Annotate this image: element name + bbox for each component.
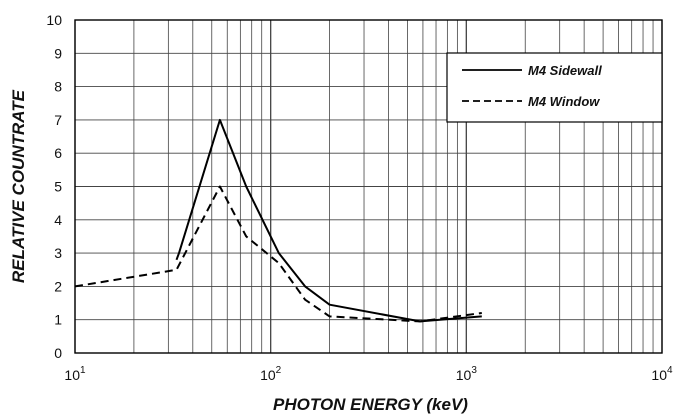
y-axis-title: RELATIVE COUNTRATE [9, 89, 28, 283]
x-tick-labels: 101 102 103 104 [64, 365, 673, 383]
legend-box [446, 52, 663, 123]
y-tick-label: 5 [54, 179, 62, 195]
x-tick-label: 102 [260, 365, 282, 383]
y-tick-label: 8 [54, 79, 62, 95]
y-tick-label: 9 [54, 45, 62, 61]
x-tick-label: 104 [651, 365, 673, 383]
y-tick-label: 2 [54, 278, 62, 294]
x-tick-exponent: 3 [471, 365, 477, 376]
legend-label-sidewall: M4 Sidewall [528, 63, 602, 78]
x-tick-exponent: 2 [276, 365, 282, 376]
x-tick-label: 103 [456, 365, 478, 383]
x-tick-label: 101 [64, 365, 86, 383]
x-tick-base: 10 [64, 367, 80, 383]
y-tick-label: 7 [54, 112, 62, 128]
y-tick-label: 1 [54, 312, 62, 328]
y-tick-label: 10 [46, 12, 62, 28]
legend: M4 Sidewall M4 Window [446, 52, 663, 123]
series-line-window [74, 185, 482, 323]
x-tick-base: 10 [456, 367, 472, 383]
x-tick-exponent: 1 [80, 365, 86, 376]
y-tick-label: 6 [54, 145, 62, 161]
series-line-sidewall [175, 118, 482, 323]
y-tick-label: 3 [54, 245, 62, 261]
x-tick-base: 10 [260, 367, 276, 383]
y-tick-label: 4 [54, 212, 62, 228]
x-tick-base: 10 [651, 367, 667, 383]
x-axis-title: PHOTON ENERGY (keV) [273, 395, 468, 414]
y-tick-labels: 0 1 2 3 4 5 6 7 8 9 10 [46, 12, 62, 361]
plot-frame [74, 19, 663, 354]
legend-label-window: M4 Window [528, 94, 600, 109]
x-tick-exponent: 4 [667, 365, 673, 376]
series-lines [74, 118, 482, 323]
y-tick-label: 0 [54, 345, 62, 361]
